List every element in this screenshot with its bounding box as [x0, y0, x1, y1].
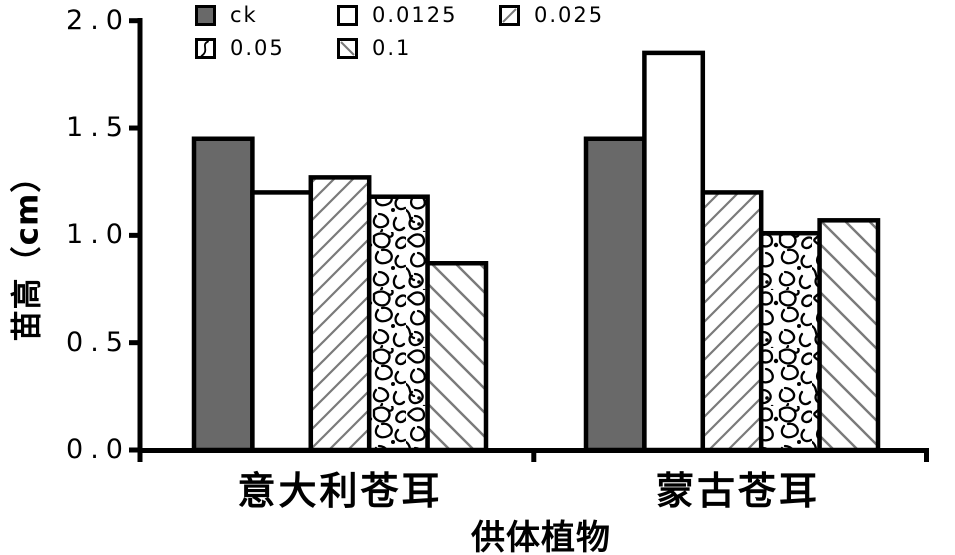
y-tick-label: 1.0: [66, 219, 130, 251]
legend-swatch-solid-gray-icon: [195, 4, 216, 26]
legend-item-0.1: 0.1: [337, 35, 411, 61]
legend-label-0.0125: 0.0125: [372, 3, 458, 27]
legend-item-0.0125: 0.0125: [337, 2, 457, 28]
legend-item-0.05: 0.05: [195, 35, 285, 61]
legend-label-0.025: 0.025: [534, 3, 605, 27]
legend-swatch-vermiculate-icon: [195, 37, 216, 59]
bar-0.0125-蒙古苍耳: [642, 50, 706, 453]
legend-label-0.1: 0.1: [372, 36, 412, 60]
bar-0.025-蒙古苍耳: [700, 190, 764, 453]
legend-label-ck: ck: [230, 3, 258, 27]
legend-swatch-diagonal-forward-icon: [499, 4, 520, 26]
category-label-意大利苍耳: 意大利苍耳: [237, 469, 443, 513]
bar-0.0125-意大利苍耳: [250, 190, 314, 453]
y-tick-label: 2.0: [66, 4, 130, 36]
bar-0.025-意大利苍耳: [308, 175, 372, 453]
y-tick-label: 1.5: [66, 112, 130, 144]
bar-0.1-意大利苍耳: [425, 261, 489, 453]
x-axis-title: 供体植物: [471, 518, 611, 555]
legend-swatch-diagonal-backward-icon: [337, 37, 358, 59]
y-axis-label: 苗高（cm）: [9, 160, 46, 342]
bar-0.05-蒙古苍耳: [758, 230, 822, 453]
legend-swatch-white-icon: [337, 4, 358, 26]
bar-ck-意大利苍耳: [191, 136, 255, 453]
bar-0.05-意大利苍耳: [366, 194, 430, 453]
legend-label-0.05: 0.05: [230, 36, 285, 60]
y-tick-label: 0.0: [66, 434, 130, 465]
legend-item-ck: ck: [195, 2, 258, 28]
bars-group: [191, 50, 881, 453]
bar-0.1-蒙古苍耳: [817, 218, 881, 453]
bar-ck-蒙古苍耳: [583, 136, 647, 453]
y-tick-label: 0.5: [66, 326, 130, 358]
y-axis-ticks: [129, 18, 139, 453]
category-label-蒙古苍耳: 蒙古苍耳: [655, 469, 821, 513]
legend-item-0.025: 0.025: [499, 2, 604, 28]
